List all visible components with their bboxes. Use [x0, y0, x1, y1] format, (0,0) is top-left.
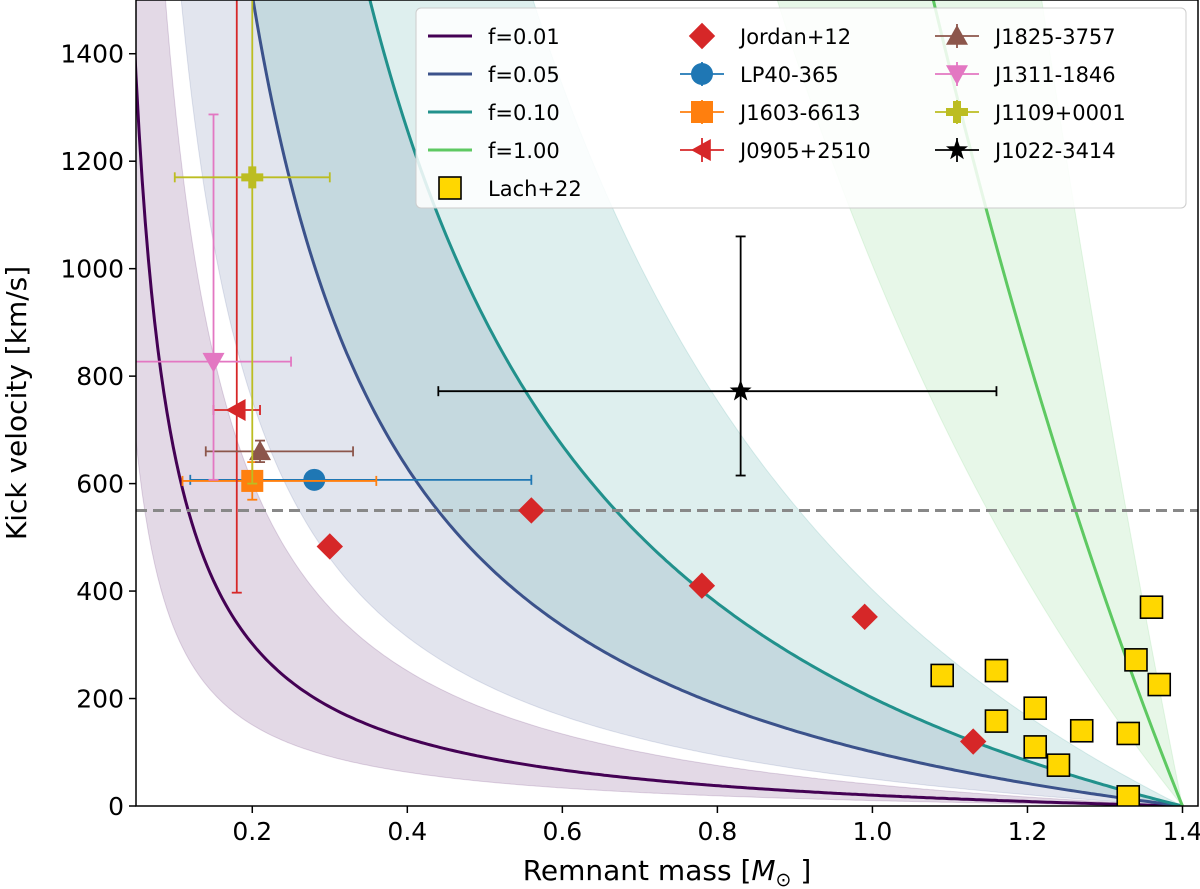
- point-J0905+2510: [225, 398, 246, 421]
- legend-marker-Jordan+12: [688, 22, 716, 50]
- x-axis-label: Remnant mass [M⊙ ]: [523, 854, 812, 889]
- point-Lach+22: [1147, 672, 1172, 697]
- point-J1109+0001: [241, 166, 264, 189]
- point-Lach+22: [984, 709, 1009, 733]
- point-Lach+22: [1116, 721, 1141, 746]
- y-tick-label: 1400: [60, 40, 124, 69]
- y-axis-label: Kick velocity [km/s]: [0, 266, 33, 540]
- y-tick-label: 800: [76, 362, 124, 391]
- point-Lach+22: [1124, 648, 1148, 672]
- point-Jordan+12: [316, 533, 343, 560]
- legend-label-J1311-1846: J1311-1846: [993, 63, 1116, 87]
- point-Lach+22: [1023, 735, 1048, 759]
- legend-marker-J0905+2510: [691, 139, 711, 161]
- point-Lach+22: [1139, 595, 1164, 619]
- y-tick-label: 600: [76, 470, 124, 499]
- y-tick-label: 200: [76, 685, 124, 714]
- y-axis-ticks: 0 200 400 600 800 1000 1200 1400: [60, 40, 136, 821]
- legend-marker-J1311-1846: [946, 65, 968, 85]
- legend-label-J1603-6613: J1603-6613: [738, 101, 861, 125]
- point-J1825-3757: [249, 440, 272, 461]
- curve-f=0.10: [368, 0, 1183, 806]
- y-tick-label: 1000: [60, 255, 124, 284]
- legend-marker-J1109+0001: [946, 101, 968, 123]
- legend-label-J1109+0001: J1109+0001: [993, 101, 1126, 125]
- y-tick-label: 400: [76, 577, 124, 606]
- x-tick-label: 0.6: [542, 817, 582, 846]
- legend-label-f=0.05: f=0.05: [488, 63, 560, 87]
- curve-f=1.00: [931, 0, 1184, 806]
- x-tick-label: 0.8: [698, 817, 738, 846]
- curve-f=0.01: [136, 44, 1183, 806]
- point-J1311-1846: [202, 352, 225, 373]
- legend: f=0.01 f=0.05 f=0.10 f=1.00 Lach+22 Jordan+12…: [415, 7, 1187, 209]
- legend-box: [415, 7, 1187, 209]
- x-axis-ticks: 0.2 0.4 0.6 0.8 1.0 1.2 1.4: [232, 806, 1200, 846]
- point-LP40-365: [303, 468, 326, 491]
- legend-label-J1022-3414: J1022-3414: [993, 139, 1116, 163]
- legend-label-J1825-3757: J1825-3757: [993, 25, 1116, 49]
- legend-marker-J1603-6613: [691, 101, 713, 123]
- x-tick-label: 1.4: [1163, 817, 1200, 846]
- legend-marker-J1825-3757: [946, 25, 968, 45]
- point-Lach+22: [1023, 696, 1048, 721]
- y-tick-label: 1200: [60, 147, 124, 176]
- point-Lach+22: [1069, 718, 1094, 743]
- point-J1022-3414: [729, 379, 752, 401]
- legend-label-f=1.00: f=1.00: [488, 139, 560, 163]
- legend-marker-J1022-3414: [946, 138, 968, 160]
- point-Lach+22: [1116, 785, 1141, 806]
- point-Lach+22: [984, 658, 1009, 683]
- legend-label-Jordan+12: Jordan+12: [738, 25, 851, 49]
- point-Jordan+12: [688, 572, 716, 599]
- point-Jordan+12: [959, 728, 987, 755]
- x-tick-label: 0.2: [232, 817, 272, 846]
- plot-frame: [135, 0, 1199, 807]
- data-points: [136, 0, 1172, 806]
- legend-label-J0905+2510: J0905+2510: [738, 139, 871, 163]
- point-Jordan+12: [518, 497, 545, 524]
- x-tick-label: 1.2: [1008, 817, 1048, 846]
- legend-marker-Lach+22: [438, 176, 462, 200]
- legend-marker-LP40-365: [691, 63, 713, 85]
- legend-label-f=0.01: f=0.01: [488, 25, 560, 49]
- point-Lach+22: [930, 663, 954, 688]
- x-tick-label: 1.0: [853, 817, 893, 846]
- model-curves: [136, 0, 1184, 806]
- y-tick-label: 0: [108, 792, 124, 821]
- x-tick-label: 0.4: [387, 817, 427, 846]
- legend-label-LP40-365: LP40-365: [740, 63, 839, 87]
- point-Jordan+12: [851, 603, 878, 631]
- legend-label-Lach+22: Lach+22: [488, 177, 582, 201]
- band-f=0.01: [136, 0, 1183, 806]
- point-Lach+22: [1046, 753, 1071, 777]
- curve-f=0.05: [251, 0, 1183, 806]
- legend-label-f=0.10: f=0.10: [488, 101, 560, 125]
